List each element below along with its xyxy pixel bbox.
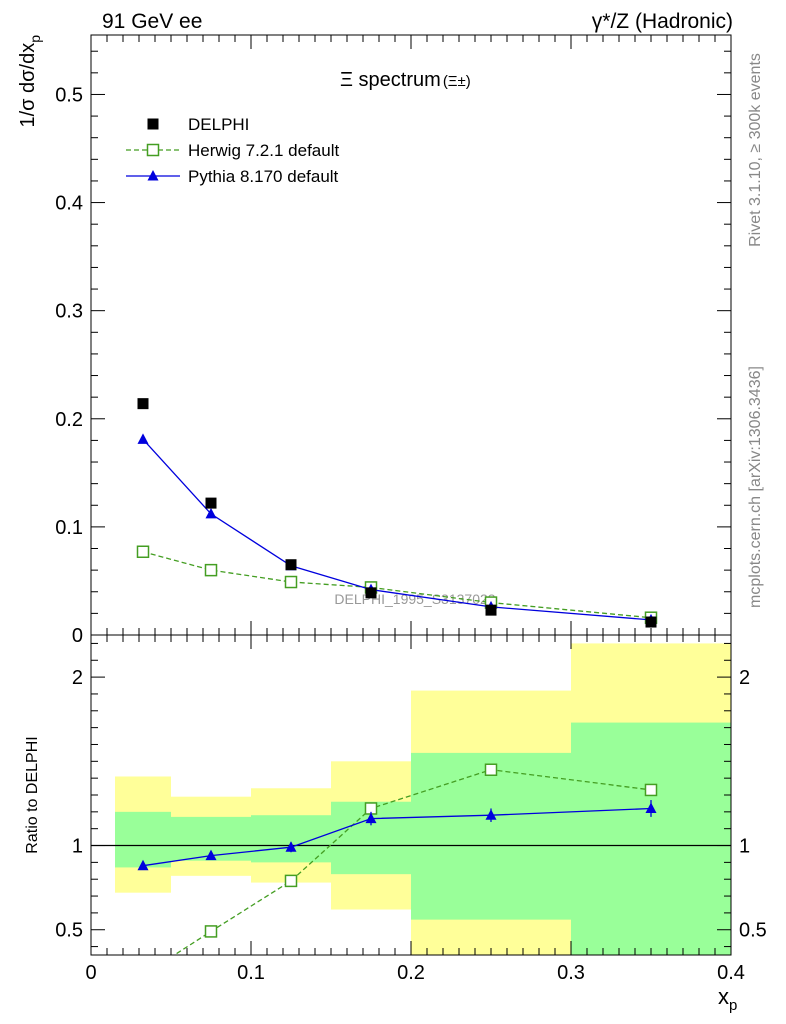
ratio-bands xyxy=(115,643,731,955)
delphi-point xyxy=(285,559,297,571)
main-ytick-label: 0.3 xyxy=(55,301,83,323)
ratio-pythia-line xyxy=(142,807,652,867)
delphi-point xyxy=(205,497,217,509)
ratio-ytick-label: 1 xyxy=(72,836,83,858)
ratio-xtick-label: 0.4 xyxy=(717,962,745,984)
legend-marker xyxy=(146,143,160,157)
ratio-pythia-point xyxy=(485,809,497,820)
delphi-point xyxy=(137,398,149,410)
delphi-point xyxy=(645,616,657,628)
pythia-point xyxy=(137,433,149,444)
ratio-pythia-point xyxy=(137,859,149,871)
ratio-xtick-label: 0 xyxy=(85,962,96,984)
legend-marker xyxy=(147,118,159,130)
pythia-point xyxy=(205,507,217,519)
pythia-line xyxy=(142,438,652,621)
ratio-ytick-label-right: 2 xyxy=(739,667,750,689)
ratio-data xyxy=(137,763,658,955)
ratio-herwig-point xyxy=(284,874,298,888)
uncertainty-band-green xyxy=(571,722,731,955)
delphi-point xyxy=(365,587,377,599)
ratio-ytick-label-right: 0.5 xyxy=(739,920,767,942)
header-right: γ*/Z (Hadronic) xyxy=(592,10,733,33)
ratio-pythia-point xyxy=(285,841,297,852)
main-ytick-label: 0.5 xyxy=(55,84,83,106)
ratio-xtick-label: 0.1 xyxy=(237,962,265,984)
ratio-herwig-point xyxy=(644,783,658,797)
ratio-pythia-point xyxy=(645,802,657,813)
ratio-xlabel: xp xyxy=(718,984,737,1014)
ratio-ytick-label-right: 1 xyxy=(739,836,750,858)
main-ytick-label: 0.4 xyxy=(55,193,83,215)
main-ytick-label: 0.2 xyxy=(55,409,83,431)
ratio-ytick-label: 0.5 xyxy=(55,920,83,942)
ratio-ylabel: Ratio to DELPHI xyxy=(24,736,41,853)
mcplots-label: mcplots.cern.ch [arXiv:1306.3436] xyxy=(747,366,764,608)
herwig-point xyxy=(136,545,150,559)
ratio-ytick-label: 2 xyxy=(72,667,83,689)
legend-label: Herwig 7.2.1 default xyxy=(188,141,339,160)
herwig-point xyxy=(204,563,218,577)
main-ylabel: 1/σ dσ/dxp xyxy=(17,35,43,128)
legend-marker xyxy=(147,170,159,181)
ratio-herwig-line xyxy=(173,769,652,955)
uncertainty-band-green xyxy=(251,815,331,863)
ratio-herwig-point xyxy=(484,763,498,776)
main-ytick-label: 0 xyxy=(72,625,83,647)
main-frame xyxy=(90,34,732,636)
main-data xyxy=(136,398,658,628)
legend-item: Herwig 7.2.1 default xyxy=(126,141,339,160)
ratio-pythia-point xyxy=(205,849,217,861)
ratio-xtick-label: 0.3 xyxy=(557,962,585,984)
delphi-point xyxy=(485,604,497,616)
ratio-herwig-point xyxy=(204,925,218,938)
ratio-xtick-label: 0.2 xyxy=(397,962,425,984)
uncertainty-band-green xyxy=(411,752,571,920)
uncertainty-band-green xyxy=(115,811,171,868)
ratio-panel: 0.5 0.5 1 1 2 2 0 0.1 0.2 0.3 0.4 Ratio to DELPHI xp xyxy=(24,634,767,1014)
main-title: Ξ spectrum (Ξ±) xyxy=(340,69,471,91)
herwig-line xyxy=(142,551,652,619)
legend: DELPHI Herwig 7.2.1 default Pythia 8.170 d… xyxy=(126,115,339,186)
legend-label: DELPHI xyxy=(188,115,249,134)
header-left: 91 GeV ee xyxy=(102,10,202,33)
legend-item: Pythia 8.170 default xyxy=(126,167,339,186)
herwig-point xyxy=(284,575,298,589)
rivet-label: Rivet 3.1.10, ≥ 300k events xyxy=(747,53,764,247)
legend-label: Pythia 8.170 default xyxy=(188,167,339,186)
main-panel: DELPHI_1995_S313702300.10.20.30.40.51/σ … xyxy=(17,34,732,647)
main-ytick-label: 0.1 xyxy=(55,517,83,539)
ratio-pythia-point xyxy=(365,812,377,824)
legend-item: DELPHI xyxy=(147,115,249,134)
